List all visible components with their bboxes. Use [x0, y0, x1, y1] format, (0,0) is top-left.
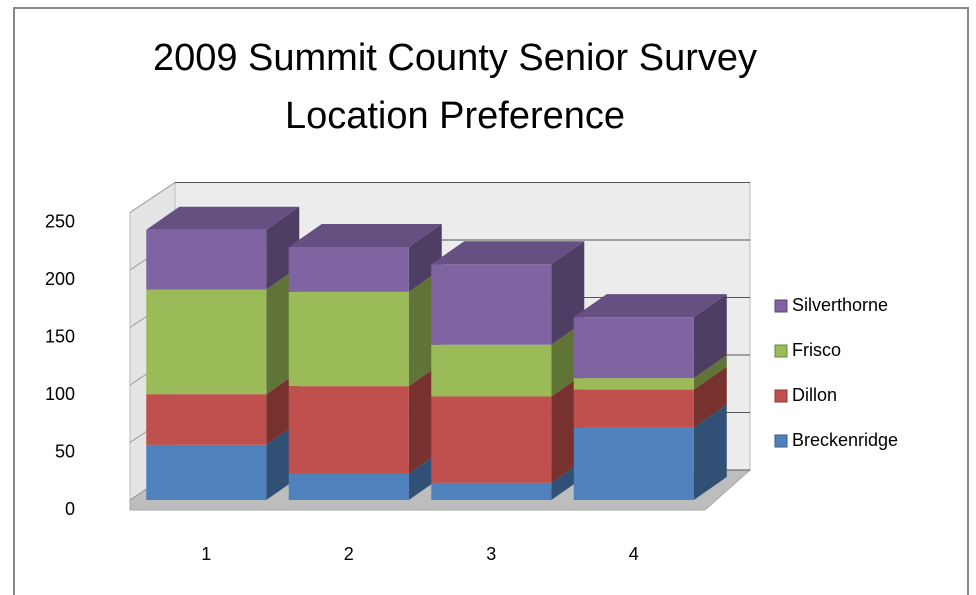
bar-segment [573, 378, 694, 390]
bar-side [693, 355, 727, 390]
x-tick-label: 3 [486, 544, 496, 564]
bar-segment [431, 264, 552, 345]
chart-title: 2009 Summit County Senior Survey [153, 37, 757, 79]
bar-top [288, 224, 442, 247]
bar-segment [288, 291, 409, 387]
bar-segment [146, 394, 267, 445]
bar-segment [288, 473, 409, 500]
bar-side [408, 224, 442, 292]
bar-segment [431, 482, 552, 500]
bar-top [431, 241, 585, 265]
bar-segment [146, 289, 267, 395]
legend-label: Breckenridge [792, 430, 898, 450]
legend-swatch [774, 434, 788, 448]
y-tick-label: 100 [45, 384, 75, 404]
grid-line [129, 182, 176, 213]
bar-segment [573, 317, 694, 379]
legend-label: Silverthorne [792, 295, 888, 315]
bar-segment [431, 396, 552, 483]
y-tick-label: 0 [65, 499, 75, 519]
x-tick-label: 1 [201, 544, 211, 564]
bar-segment [146, 444, 267, 500]
legend-swatch [774, 389, 788, 403]
bar-top [573, 294, 727, 318]
y-tick-label: 250 [45, 211, 75, 231]
bar-segment [288, 247, 409, 292]
bar-side [693, 366, 727, 428]
y-tick-label: 150 [45, 326, 75, 346]
bar-side [693, 294, 727, 379]
chart-title: Location Preference [285, 95, 625, 137]
legend-swatch [774, 344, 788, 358]
legend-swatch [774, 299, 788, 313]
y-tick-label: 200 [45, 269, 75, 289]
bar-segment [431, 344, 552, 397]
x-tick-label: 4 [629, 544, 639, 564]
bar-top [146, 206, 300, 230]
legend-label: Dillon [792, 385, 837, 405]
y-tick-label: 50 [55, 441, 75, 461]
bar-segment [573, 427, 694, 500]
legend-label: Frisco [792, 340, 841, 360]
bar-side [693, 404, 727, 500]
x-tick-label: 2 [344, 544, 354, 564]
bar-segment [288, 386, 409, 474]
bar-segment [146, 229, 267, 290]
bar-segment [573, 389, 694, 428]
